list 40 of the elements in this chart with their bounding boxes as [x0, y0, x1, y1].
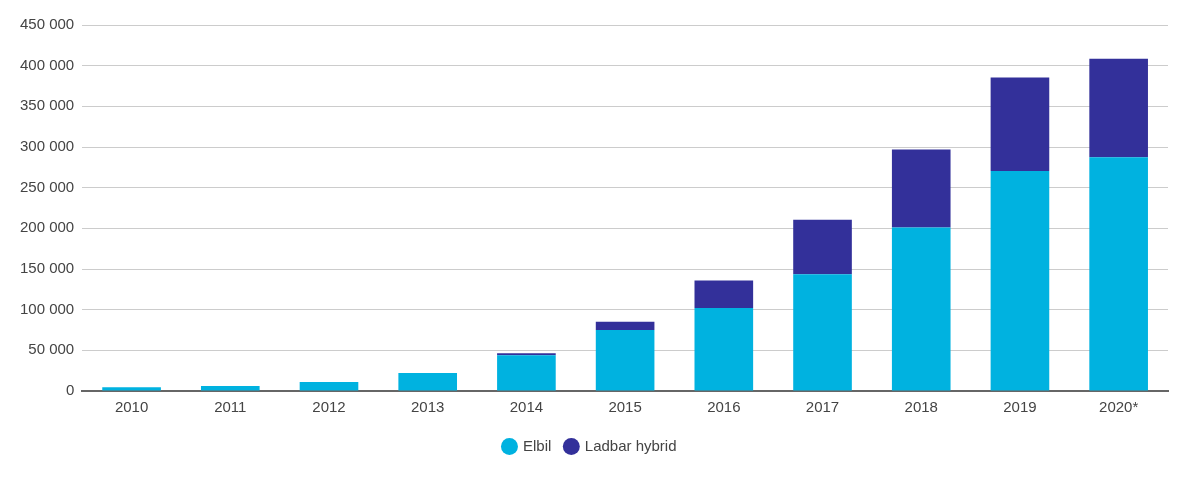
y-tick-label: 300 000 — [19, 137, 75, 155]
bar — [398, 373, 458, 391]
bar — [595, 321, 655, 330]
x-tick-label: 2018 — [904, 398, 938, 416]
bar — [102, 387, 161, 391]
y-tick-label: 200 000 — [19, 218, 75, 236]
y-tick-label: 350 000 — [19, 96, 75, 114]
bar — [1089, 157, 1148, 391]
bar — [793, 219, 852, 275]
bar — [1089, 58, 1148, 158]
y-tick-label: 50 000 — [28, 340, 75, 358]
y-tick-label: 400 000 — [19, 55, 75, 73]
bar — [694, 280, 754, 309]
x-tick-label: 2010 — [114, 398, 149, 416]
x-tick-label: 2017 — [805, 398, 840, 416]
y-tick-label: 150 000 — [19, 259, 75, 277]
y-tick-label: 250 000 — [19, 177, 75, 195]
x-tick-label: 2012 — [312, 398, 346, 416]
bar — [990, 170, 1050, 391]
x-tick-label: 2014 — [509, 398, 544, 416]
bar — [891, 149, 951, 228]
y-tick-label: 100 000 — [19, 299, 75, 317]
bar — [694, 308, 754, 391]
x-tick-label: 2015 — [608, 398, 642, 416]
x-tick-label: 2019 — [1003, 398, 1037, 416]
legend-label: Elbil — [522, 436, 552, 454]
y-tick-label: 450 000 — [19, 15, 75, 33]
bar — [299, 382, 359, 391]
bar — [891, 227, 951, 391]
bar — [497, 355, 556, 391]
legend-label: Ladbar hybrid — [584, 436, 677, 454]
x-tick-label: 2020* — [1099, 398, 1139, 416]
bar — [793, 274, 852, 391]
x-tick-label: 2016 — [707, 398, 741, 416]
bar — [595, 330, 655, 391]
x-tick-label: 2013 — [411, 398, 445, 416]
bar — [990, 77, 1050, 171]
x-tick-label: 2011 — [214, 398, 247, 416]
bar — [200, 386, 260, 391]
y-tick-label: 0 — [65, 381, 75, 399]
